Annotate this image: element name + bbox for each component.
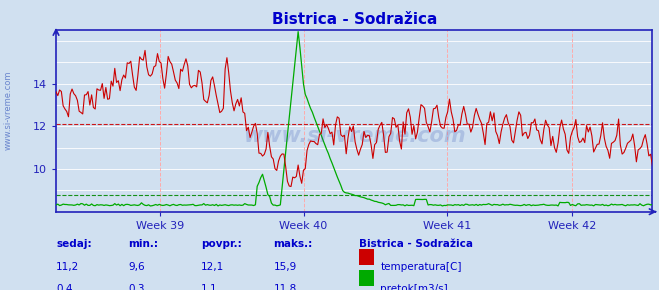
Text: 15,9: 15,9 (273, 262, 297, 272)
Text: Bistrica - Sodražica: Bistrica - Sodražica (359, 239, 473, 249)
Text: temperatura[C]: temperatura[C] (380, 262, 462, 272)
Text: min.:: min.: (129, 239, 159, 249)
Text: www.si-vreme.com: www.si-vreme.com (3, 70, 13, 150)
Text: 9,6: 9,6 (129, 262, 145, 272)
Text: pretok[m3/s]: pretok[m3/s] (380, 284, 448, 290)
Text: 1,1: 1,1 (201, 284, 217, 290)
Text: 12,1: 12,1 (201, 262, 224, 272)
Text: povpr.:: povpr.: (201, 239, 242, 249)
Text: 11,2: 11,2 (56, 262, 79, 272)
Text: www.si-vreme.com: www.si-vreme.com (243, 126, 465, 146)
Text: sedaj:: sedaj: (56, 239, 92, 249)
Title: Bistrica - Sodražica: Bistrica - Sodražica (272, 12, 437, 26)
Text: 11,8: 11,8 (273, 284, 297, 290)
Text: 0,4: 0,4 (56, 284, 72, 290)
Text: maks.:: maks.: (273, 239, 313, 249)
Text: 0,3: 0,3 (129, 284, 145, 290)
